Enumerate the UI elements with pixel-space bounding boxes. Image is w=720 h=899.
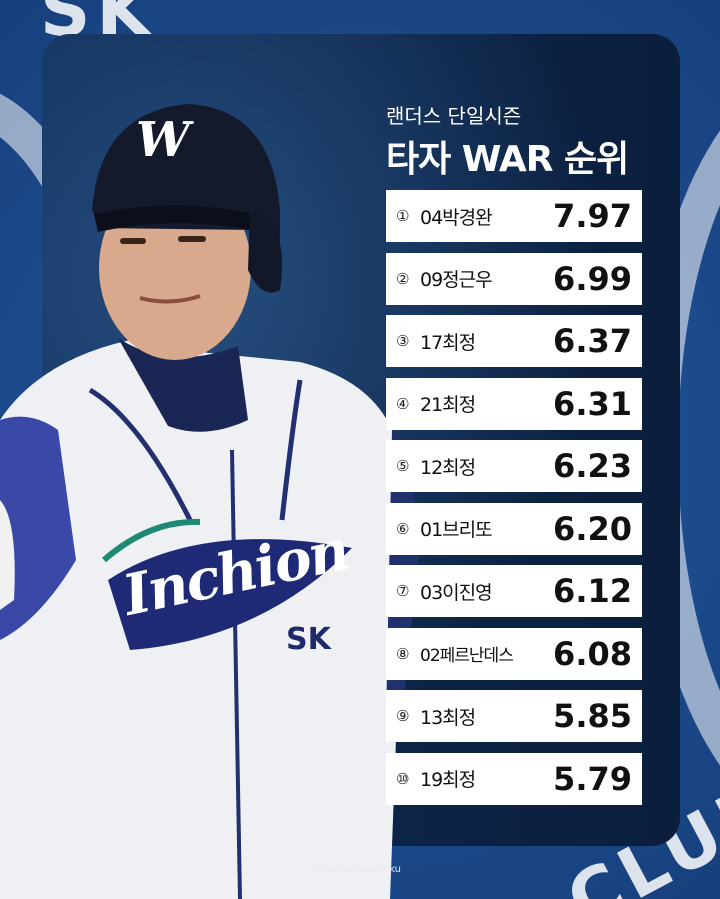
rank-number: ④ <box>396 394 410 413</box>
rank-number: ① <box>396 207 410 225</box>
player-name: 03이진영 <box>420 581 493 604</box>
ranking-row: ③ 17최정 6.37 <box>386 315 642 367</box>
player-name: 19최정 <box>420 769 476 791</box>
rank-number: ⑧ <box>396 644 410 663</box>
war-value: 6.20 <box>553 509 632 548</box>
ranking-row: ⑦ 03이진영 6.12 <box>386 565 642 617</box>
rank-number: ⑨ <box>396 707 410 725</box>
war-value: 6.08 <box>553 634 632 673</box>
player-name: 04박경완 <box>420 206 493 229</box>
rank-number: ③ <box>396 332 410 350</box>
ranking-row: ⑨ 13최정 5.85 <box>386 690 642 742</box>
war-value: 6.37 <box>553 322 632 360</box>
ranking-row: ④ 21최정 6.31 <box>386 377 642 430</box>
ranking-row: ⑥ 01브리또 6.20 <box>386 502 642 555</box>
player-name: 17최정 <box>420 331 476 354</box>
helmet-logo: W <box>136 112 190 168</box>
ranking-row: ② 09정근우 6.99 <box>386 252 642 305</box>
player-name: 01브리또 <box>420 519 493 541</box>
player-name: 02페르난데스 <box>420 646 514 666</box>
war-value: 5.85 <box>553 697 632 735</box>
player-name: 12최정 <box>420 456 476 479</box>
rank-number: ⑤ <box>396 457 410 475</box>
player-name: 13최정 <box>420 706 476 729</box>
player-name: 09정근우 <box>420 269 493 291</box>
ranking-row: ① 04박경완 7.97 <box>386 190 642 242</box>
title-main: 타자 WAR 순위 <box>386 139 629 180</box>
rank-number: ⑩ <box>396 769 410 788</box>
war-value: 6.23 <box>553 447 632 485</box>
rank-number: ⑥ <box>396 519 410 538</box>
ranking-row: ⑤ 12최정 6.23 <box>386 440 642 492</box>
credit-handle: @nangmanyakku <box>314 864 402 875</box>
jersey-number-patch: SK <box>286 622 331 657</box>
title-subtitle: 랜더스 단일시즌 <box>386 104 522 128</box>
war-value: 7.97 <box>553 197 632 235</box>
war-value: 6.31 <box>553 384 632 423</box>
rank-number: ② <box>396 269 410 288</box>
rank-number: ⑦ <box>396 582 410 600</box>
war-value: 5.79 <box>553 759 632 798</box>
ranking-row: ⑧ 02페르난데스 6.08 <box>386 627 642 680</box>
war-value: 6.99 <box>553 259 632 298</box>
player-name: 21최정 <box>420 394 476 416</box>
war-value: 6.12 <box>553 572 632 610</box>
ranking-row: ⑩ 19최정 5.79 <box>386 752 642 805</box>
ranking-list: ① 04박경완 7.97 ② 09정근우 6.99 ③ 17최정 6.37 ④ … <box>386 190 642 815</box>
